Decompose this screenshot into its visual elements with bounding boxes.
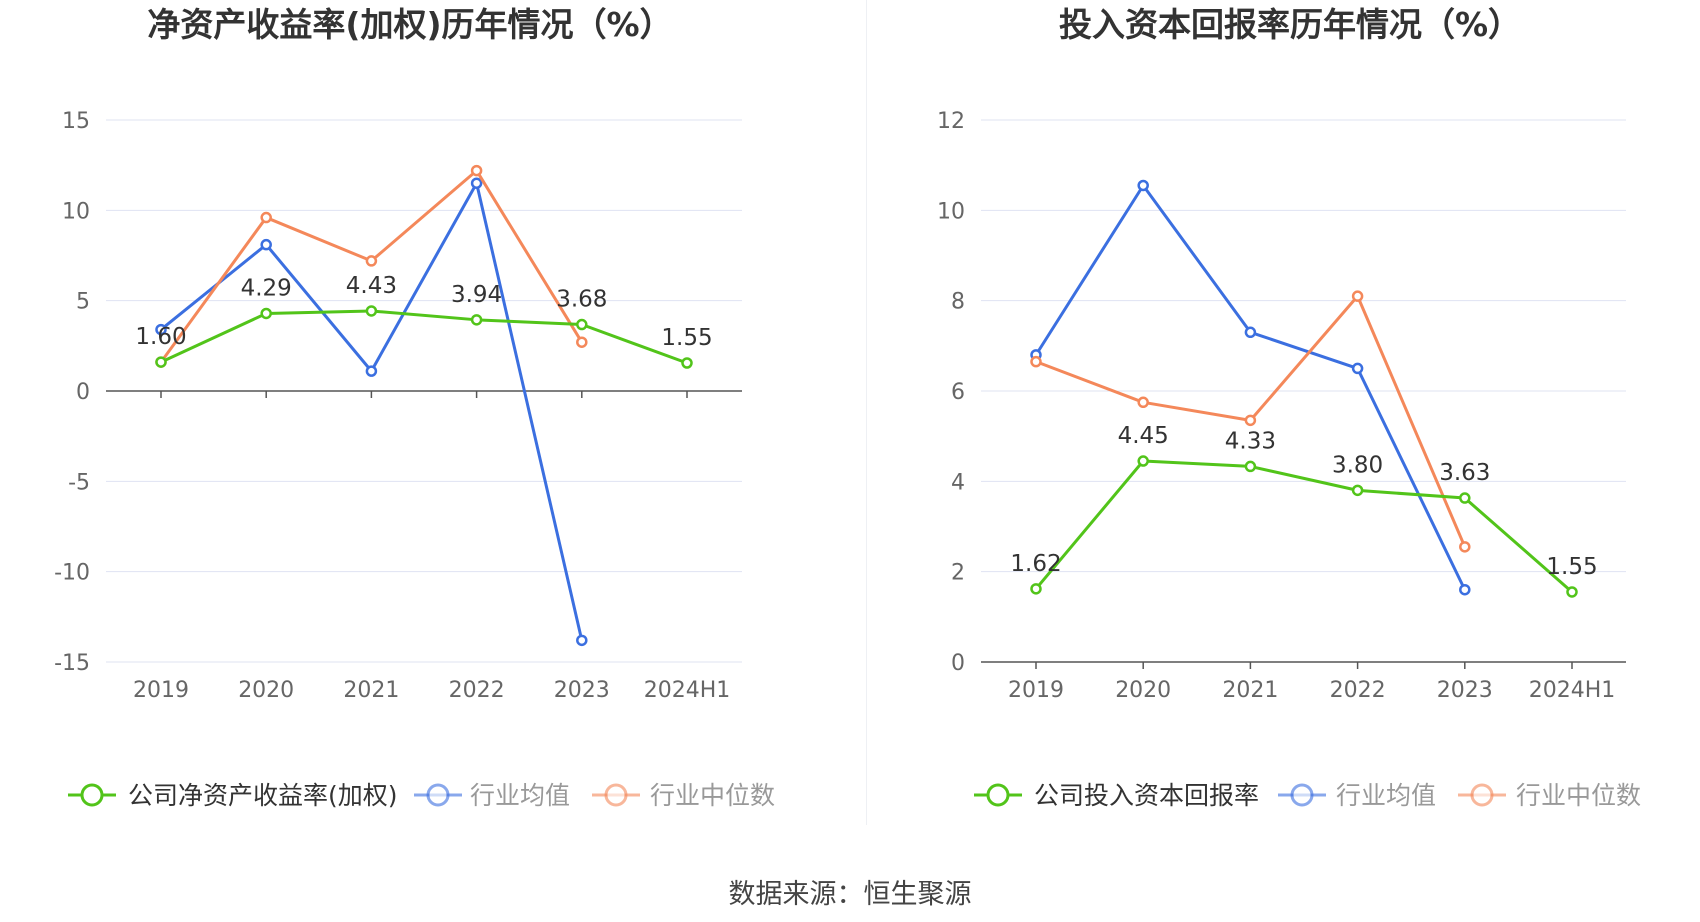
chart1-series-line-company [160,309,688,365]
chart2-x-tick-label: 2021 [1222,678,1278,703]
chart1-x-tick-label: 2020 [238,678,294,703]
chart1-x-tick-label: 2022 [449,678,505,703]
chart1-x-tick-label: 2021 [343,678,399,703]
chart1-data-label: 4.43 [346,273,397,299]
chart1-point-company [260,307,272,320]
chart2-point-industry_median [1137,396,1149,409]
chart1-point-industry_avg [260,238,272,251]
chart2-legend-marker-industry_median [1470,783,1494,807]
chart1-point-industry_avg [576,634,588,647]
data-source-note: 数据来源：恒生聚源 [728,879,972,910]
chart1-point-industry_avg [470,177,483,189]
chart2-point-industry_avg [1459,583,1471,596]
chart1-y-tick-label: 5 [76,290,90,315]
chart1-point-company [155,356,167,368]
chart1-point-industry_median [470,164,483,177]
chart1-y-tick-label: 0 [76,380,90,405]
chart1-point-company [576,318,588,331]
chart1-point-industry_avg [365,365,378,377]
chart2-point-company [1137,455,1149,467]
chart2-data-label: 3.63 [1439,460,1490,486]
chart2-point-industry_avg [1137,179,1149,192]
chart2-x-tick-label: 2019 [1008,678,1064,703]
chart2-y-tick-label: 10 [937,199,965,224]
chart1-legend-label-company: 公司净资产收益率(加权) [128,781,398,810]
chart1-x-tick-label: 2023 [554,678,610,703]
chart2-y-tick-label: 12 [937,109,965,134]
chart1-y-tick-label: 15 [62,109,90,134]
chart2-legend-label-industry_median: 行业中位数 [1516,781,1641,810]
chart1-point-company [365,305,378,317]
chart2-x-tick-label: 2020 [1115,678,1171,703]
chart1-legend-marker-industry_median [604,783,628,807]
chart1-y-tick-label: -5 [68,470,90,495]
chart2-point-industry_avg [1244,326,1257,339]
chart1-x-tick-label: 2024H1 [644,678,731,703]
chart2-point-industry_avg [1351,362,1364,375]
chart2-y-tick-label: 6 [951,380,965,405]
chart2-point-industry_median [1244,414,1257,427]
chart1-y-tick-label: 10 [62,199,90,224]
chart2-y-tick-label: 4 [951,470,965,495]
chart2-point-company [1566,586,1578,598]
chart2-y-tick-label: 8 [951,290,965,315]
chart1-point-company [470,314,483,326]
chart1-data-label: 1.55 [661,325,712,351]
chart2-series-line-company [1034,459,1573,594]
chart2-x-tick-label: 2022 [1330,678,1386,703]
chart1-legend-label-industry_median: 行业中位数 [650,781,775,810]
chart2-legend-marker-company [986,783,1010,807]
chart1-point-industry_median [576,336,588,348]
chart2-legend-label-company: 公司投入资本回报率 [1034,781,1259,810]
chart1-x-tick-label: 2019 [133,678,189,703]
chart2-data-label: 3.80 [1332,452,1383,478]
chart2-point-company [1459,492,1471,504]
chart2-data-label: 1.55 [1546,554,1597,580]
chart1-y-tick-label: -15 [54,651,90,676]
chart2-point-industry_median [1351,290,1364,302]
chart2-data-label: 4.33 [1225,428,1276,454]
chart2-point-industry_median [1459,541,1471,553]
chart1-legend-marker-company [80,783,104,807]
chart2-point-company [1030,583,1042,595]
chart2-data-label: 4.45 [1118,423,1169,449]
chart1-point-company [681,357,693,369]
chart2-legend-marker-industry_avg [1290,783,1314,807]
chart1-data-label: 1.60 [135,324,186,350]
chart2-point-company [1244,460,1257,473]
chart-divider [866,0,867,825]
chart2-point-industry_median [1030,355,1042,368]
chart2-title: 投入资本回报率历年情况（%） [1059,5,1521,44]
chart1-title: 净资产收益率(加权)历年情况（%） [147,5,672,44]
chart2-data-label: 1.62 [1010,551,1061,577]
chart2-y-tick-label: 2 [951,561,965,586]
chart2-point-company [1351,484,1364,497]
chart1-point-industry_median [260,211,272,224]
chart1-legend-marker-industry_avg [426,783,450,807]
chart2-x-tick-label: 2024H1 [1529,678,1616,703]
chart2-legend-label-industry_avg: 行业均值 [1336,781,1436,810]
chart1-data-label: 3.94 [451,282,502,308]
chart1-data-label: 3.68 [556,287,607,313]
chart1-point-industry_avg [155,323,167,336]
chart2-x-tick-label: 2023 [1437,678,1493,703]
chart2-y-tick-label: 0 [951,651,965,676]
chart1-y-tick-label: -10 [54,561,90,586]
chart1-point-industry_median [365,255,378,267]
chart1-data-label: 4.29 [241,275,292,301]
chart1-legend-label-industry_avg: 行业均值 [470,781,570,810]
